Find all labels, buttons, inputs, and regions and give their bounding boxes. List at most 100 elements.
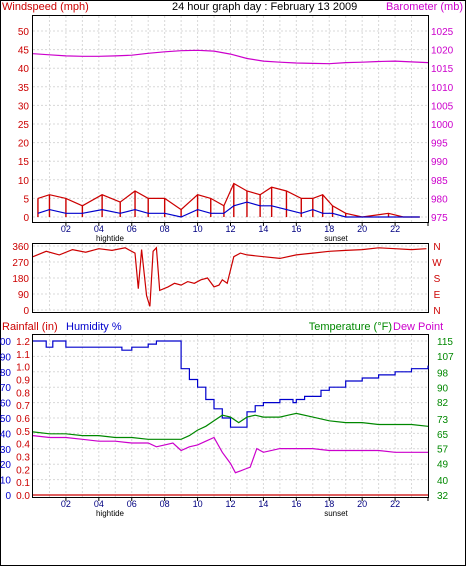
wind-direction-line [32, 246, 427, 307]
temperature-tick-label: 82 [437, 398, 449, 409]
humidity-tick-label: 100 [0, 337, 11, 348]
barometer-line [32, 49, 429, 65]
hightide-annotation-bottom: hightide [96, 509, 125, 518]
direction-tick-label: 180 [12, 274, 29, 285]
dewpoint-axis-label: Dew Point [393, 321, 443, 333]
barometer-tick-label: 1000 [431, 120, 454, 131]
direction-grid [33, 244, 428, 312]
direction-tick-label: 0 [23, 306, 29, 317]
barometer-tick-label: 1020 [431, 46, 454, 57]
x-tick-label: 12 [225, 224, 235, 234]
x-tick-label: 08 [160, 499, 170, 509]
temp-lines [32, 340, 429, 496]
temperature-axis-label: Temperature (°F) [309, 321, 392, 333]
temperature-tick-label: 40 [437, 476, 449, 487]
direction-tick-label: 270 [12, 258, 29, 269]
wind-tick-label: 15 [18, 157, 30, 168]
x-tick-label: 16 [291, 499, 301, 509]
x-tick-label: 06 [127, 224, 137, 234]
x-tick-label: 16 [291, 224, 301, 234]
direction-lines [32, 246, 427, 307]
wind-x-ticks: 02 04 06 08 10 12 14 16 18 20 22 [61, 222, 429, 234]
x-tick-label: 08 [160, 224, 170, 234]
temp-x-ticks: 02 04 06 08 10 12 14 16 18 20 22 [61, 497, 429, 509]
rainfall-tick-label: 0.4 [16, 440, 30, 451]
rainfall-tick-label: 0.3 [16, 453, 30, 464]
wind-tick-label: 5 [23, 194, 29, 205]
barometer-tick-label: 1025 [431, 27, 454, 38]
direction-degree-ticks: 0 90 180 270 360 [12, 242, 29, 317]
barometer-axis-label: Barometer (mb) [386, 1, 463, 13]
compass-tick-label: S [434, 274, 441, 285]
wind-tick-label: 0 [23, 213, 29, 224]
compass-tick-label: W [432, 258, 442, 269]
humidity-tick-label: 60 [0, 399, 11, 410]
barometer-tick-label: 1010 [431, 83, 454, 94]
barometer-tick-label: 995 [431, 139, 448, 150]
temperature-tick-label: 98 [437, 369, 449, 380]
barometer-tick-label: 985 [431, 176, 448, 187]
humidity-axis-label: Humidity % [66, 321, 122, 333]
x-tick-label: 04 [94, 499, 104, 509]
barometer-axis-ticks: 975 980 985 990 995 1000 1005 1010 1015 1020 1025 [431, 27, 454, 224]
rainfall-tick-label: 1.2 [16, 337, 30, 348]
temperature-tick-label: 57 [437, 445, 449, 456]
wind-gust-line [37, 182, 420, 218]
hightide-annotation: hightide [96, 234, 125, 243]
x-tick-label: 06 [127, 499, 137, 509]
direction-tick-label: 90 [18, 290, 30, 301]
rainfall-tick-label: 0.9 [16, 376, 30, 387]
humidity-tick-label: 50 [0, 414, 11, 425]
rainfall-axis-label: Rainfall (in) [2, 321, 58, 333]
humidity-tick-label: 70 [0, 383, 11, 394]
x-tick-label: 14 [258, 499, 268, 509]
temperature-axis-ticks: 32 40 49 57 65 73 82 90 98 107 115 [437, 337, 454, 502]
x-tick-label: 20 [357, 499, 367, 509]
wind-axis-ticks: 0 5 10 15 20 25 30 35 40 45 50 [18, 27, 30, 224]
x-tick-label: 04 [94, 224, 104, 234]
temperature-tick-label: 115 [437, 337, 453, 348]
humidity-tick-label: 10 [0, 476, 11, 487]
x-tick-label: 02 [61, 224, 71, 234]
barometer-tick-label: 980 [431, 194, 448, 205]
humidity-tick-label: 20 [0, 460, 11, 471]
temp-humidity-panel: 0102030405060708090100 0.00.10.20.30.40.… [0, 321, 454, 518]
compass-tick-label: E [434, 290, 441, 301]
x-tick-label: 18 [324, 224, 334, 234]
compass-tick-label: N [433, 242, 440, 253]
barometer-tick-label: 1015 [431, 64, 454, 75]
temperature-tick-label: 32 [437, 491, 449, 502]
rainfall-tick-label: 0.5 [16, 427, 30, 438]
humidity-line [33, 340, 429, 428]
humidity-axis-ticks: 0 10 20 30 40 50 60 70 80 90 100 [0, 337, 11, 502]
barometer-tick-label: 990 [431, 157, 448, 168]
wind-tick-label: 25 [18, 120, 30, 131]
dewpoint-line [32, 435, 428, 474]
rainfall-axis-ticks: 0.0 0.1 0.20.3 0.4 0.5 0.6 0.7 0.80.9 1.0 1.1 1.2 [16, 337, 30, 502]
humidity-tick-label: 40 [0, 429, 11, 440]
sunset-annotation: sunset [324, 234, 348, 243]
wind-tick-label: 40 [18, 64, 30, 75]
wind-tick-label: 45 [18, 46, 30, 57]
wind-tick-label: 20 [18, 139, 30, 150]
sunset-annotation-bottom: sunset [324, 509, 348, 518]
rainfall-tick-label: 0.2 [16, 465, 30, 476]
rainfall-tick-label: 0.1 [16, 478, 30, 489]
temperature-tick-label: 90 [437, 383, 449, 394]
humidity-tick-label: 30 [0, 445, 11, 456]
wind-tick-label: 10 [18, 176, 30, 187]
rainfall-tick-label: 0.8 [16, 388, 30, 399]
temperature-tick-label: 65 [437, 430, 449, 441]
x-tick-label: 22 [390, 499, 400, 509]
wind-axis-label: Windspeed (mph) [2, 1, 89, 13]
rainfall-tick-label: 0.0 [16, 491, 30, 502]
wind-grid [33, 16, 428, 222]
humidity-tick-label: 90 [0, 352, 11, 363]
temperature-tick-label: 49 [437, 459, 449, 470]
x-tick-label: 02 [61, 499, 71, 509]
